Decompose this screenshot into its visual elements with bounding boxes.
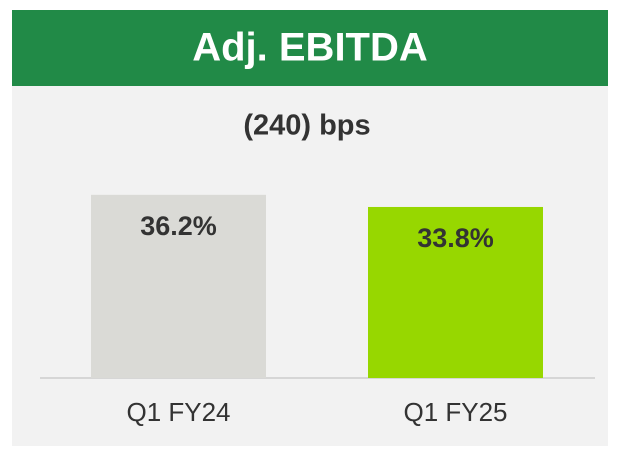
bar	[91, 194, 266, 378]
value-label: 36.2%	[140, 211, 217, 241]
chart-title: Adj. EBITDA	[192, 26, 428, 70]
bar	[368, 206, 543, 378]
x-tick-label: Q1 FY24	[126, 397, 230, 427]
x-tick-label: Q1 FY25	[403, 397, 507, 427]
chart-subtitle: (240) bps	[243, 110, 370, 142]
value-label: 33.8%	[417, 223, 494, 253]
header-bar	[12, 10, 608, 86]
